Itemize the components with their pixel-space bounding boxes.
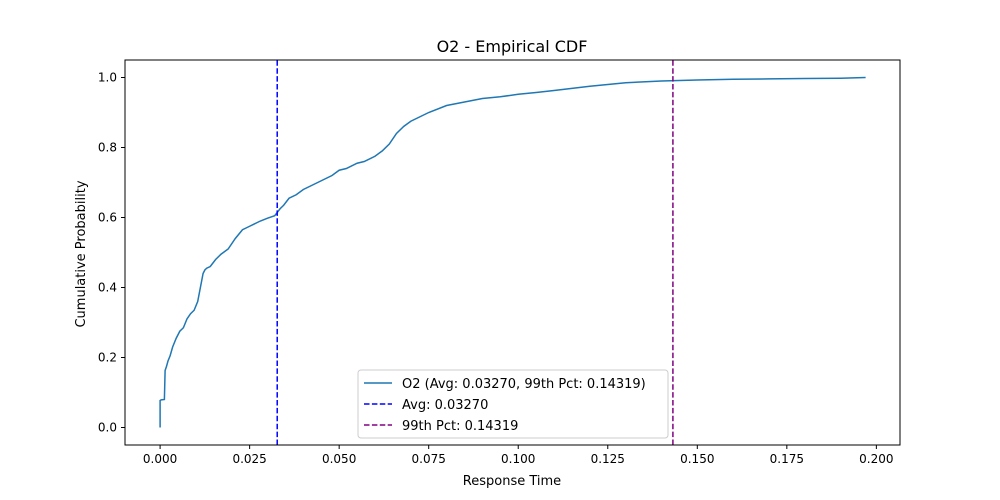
legend-label-2: 99th Pct: 0.14319 xyxy=(402,419,518,434)
legend-label-1: Avg: 0.03270 xyxy=(402,398,488,413)
y-tick-label: 0.0 xyxy=(98,421,117,435)
y-axis: 0.0 0.2 0.4 0.6 0.8 1.0 xyxy=(98,71,125,435)
x-tick-label: 0.050 xyxy=(322,452,356,466)
x-tick-label: 0.200 xyxy=(859,452,893,466)
legend-box xyxy=(357,369,669,439)
x-tick-label: 0.175 xyxy=(770,452,804,466)
y-tick-label: 0.4 xyxy=(98,281,117,295)
axes-frame xyxy=(124,59,901,446)
x-axis-label: Response Time xyxy=(463,474,561,489)
x-tick-label: 0.100 xyxy=(501,452,535,466)
y-tick-label: 0.2 xyxy=(98,351,117,365)
x-tick-label: 0.125 xyxy=(591,452,625,466)
y-axis-label: Cumulative Probability xyxy=(74,180,89,327)
chart-title: O2 - Empirical CDF xyxy=(437,37,588,56)
x-axis: 0.000 0.025 0.050 0.075 0.100 0.125 0.150 0.175… xyxy=(143,445,894,466)
legend-label-0: O2 (Avg: 0.03270, 99th Pct: 0.14319) xyxy=(402,377,646,392)
x-tick-label: 0.075 xyxy=(412,452,446,466)
legend: O2 (Avg: 0.03270, 99th Pct: 0.14319) Avg:… xyxy=(357,369,669,439)
series-layer xyxy=(159,60,866,445)
x-tick-label: 0.025 xyxy=(232,452,266,466)
y-tick-label: 1.0 xyxy=(98,71,117,85)
y-tick-label: 0.8 xyxy=(98,141,117,155)
y-tick-label: 0.6 xyxy=(98,211,117,225)
plot-area: 0.000 0.025 0.050 0.075 0.100 0.125 0.150 0.175… xyxy=(98,59,901,466)
series-0-line xyxy=(159,76,866,428)
x-tick-label: 0.000 xyxy=(143,452,177,466)
x-tick-label: 0.150 xyxy=(680,452,714,466)
